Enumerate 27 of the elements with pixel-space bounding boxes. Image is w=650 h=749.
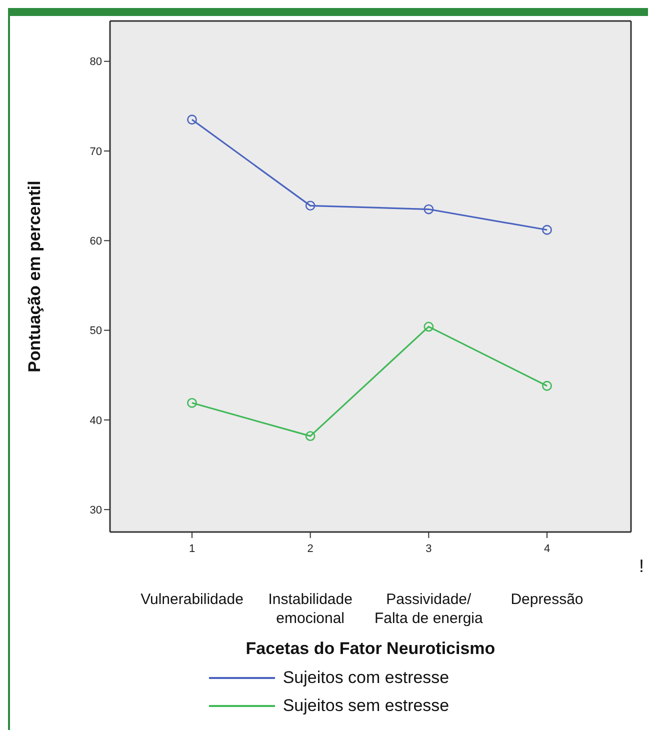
point	[542, 224, 552, 235]
x-tick-label: 3	[426, 543, 432, 555]
point	[305, 431, 316, 442]
x-tick-label: 2	[307, 543, 314, 555]
text: !	[638, 556, 644, 577]
point	[187, 398, 197, 408]
y-tick-label: 80	[90, 56, 102, 68]
text: Vulnerabilidade	[140, 591, 244, 608]
x-tick-label: 4	[544, 543, 550, 555]
point	[187, 114, 197, 125]
point	[424, 204, 434, 214]
x-axis-title: Facetas do Fator Neuroticismo	[246, 639, 496, 658]
y-tick-label: 70	[90, 146, 102, 158]
text: Instabilidade emocional	[268, 591, 352, 627]
x-tick-label: 1	[188, 543, 196, 555]
y-tick-label: 50	[90, 325, 102, 338]
y-tick-label: 30	[90, 504, 102, 516]
point	[542, 380, 552, 391]
point	[424, 322, 434, 332]
y-tick-label: 60	[90, 236, 102, 248]
text: Depressão	[510, 591, 584, 608]
point	[305, 200, 316, 211]
y-axis-title: Pontuação em percentil	[25, 180, 44, 372]
text: Passividade/ Falta de energia	[374, 591, 484, 627]
legend-label: Sujeitos com estresse	[282, 668, 450, 688]
y-tick-label: 40	[90, 414, 102, 427]
legend-label: Sujeitos sem estresse	[282, 696, 450, 716]
